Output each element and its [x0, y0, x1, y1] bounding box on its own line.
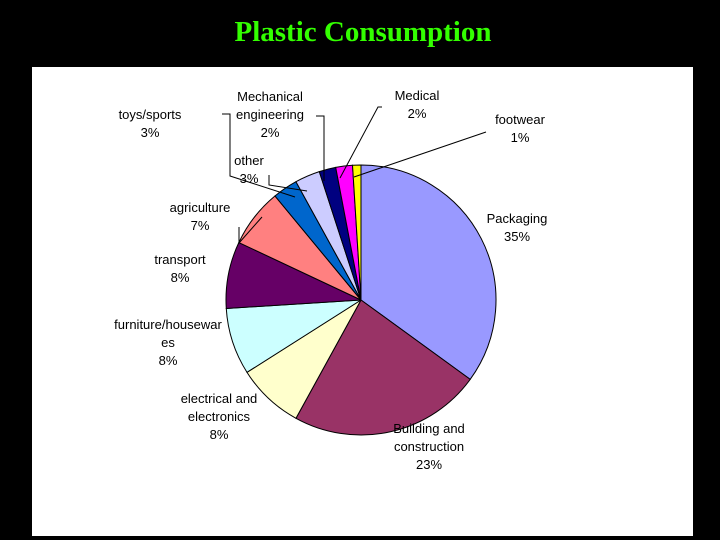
pie-slice-building-and-construction — [295, 299, 471, 436]
slice-labels: Packaging 35% Building and construction 23% e… — [114, 88, 547, 472]
pie-slice-packaging — [360, 164, 497, 381]
leader-line-medical — [339, 106, 382, 179]
slice-label-building-and-construction: Building and construction 23% — [393, 421, 465, 472]
pie-chart: Packaging 35% Building and construction 23% e… — [114, 88, 547, 472]
slice-label-electrical-and-electronics: electrical and electronics 8% — [181, 391, 258, 442]
slice-label-toys-sports: toys/sports 3% — [119, 107, 182, 140]
pie-slices — [225, 164, 497, 436]
leader-lines — [222, 106, 487, 245]
slice-label-mechanical-engineering: Mechanical engineering 2% — [236, 89, 304, 140]
leader-line-mechanical-engineering — [316, 115, 325, 181]
leader-line-footwear — [353, 131, 487, 178]
slice-label-footwear: footwear 1% — [495, 112, 546, 145]
slice-label-other: other 3% — [234, 153, 264, 186]
slice-label-transport: transport 8% — [154, 252, 206, 285]
pie-chart-panel: Packaging 35% Building and construction 23% e… — [32, 67, 693, 536]
leader-line-agriculture — [238, 216, 263, 245]
pie-slice-footwear — [351, 164, 362, 301]
slice-label-furniture-housewares: furniture/housewar es 8% — [114, 317, 222, 368]
slice-label-medical: Medical 2% — [395, 88, 440, 121]
slice-label-agriculture: agriculture 7% — [170, 200, 231, 233]
leader-line-other — [268, 175, 308, 192]
slide-title: Plastic Consumption — [234, 16, 492, 48]
leader-line-toys-sports — [222, 113, 296, 198]
slice-label-packaging: Packaging 35% — [487, 211, 548, 244]
